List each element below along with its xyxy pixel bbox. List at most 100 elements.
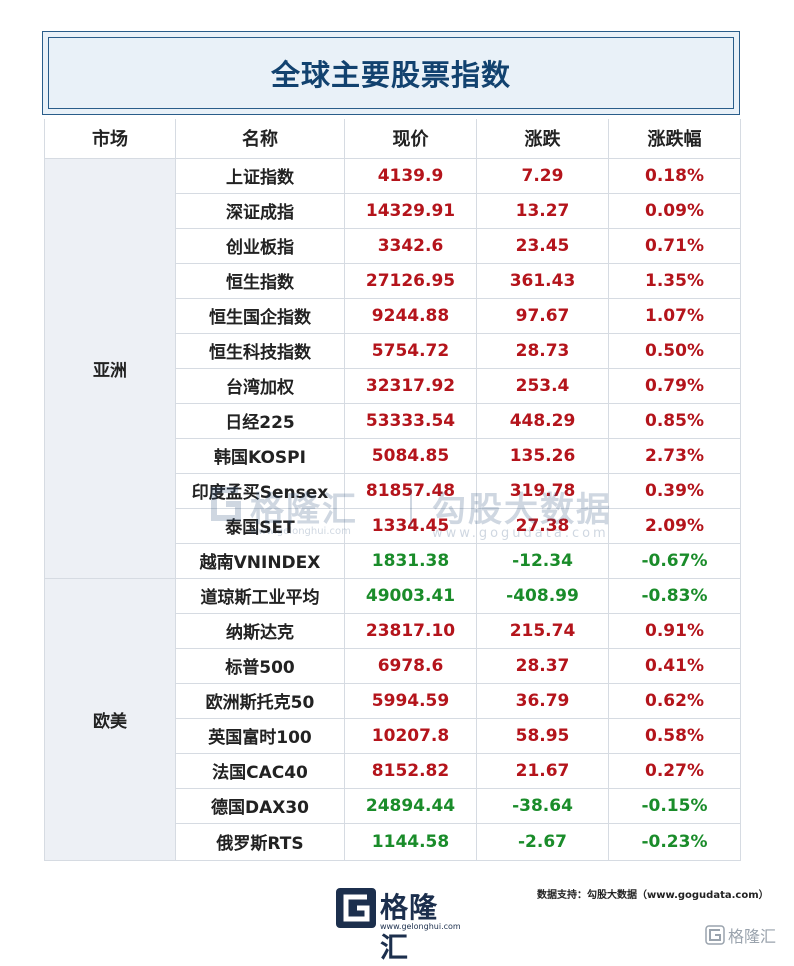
- price-cell: 32317.92: [344, 367, 477, 404]
- change-cell: 135.26: [476, 437, 609, 474]
- change-cell: -2.67: [476, 822, 609, 861]
- footer-brand: 格隆汇: [380, 891, 439, 964]
- change-cell: 58.95: [476, 717, 609, 754]
- change-cell: 28.37: [476, 647, 609, 684]
- change-pct-cell: 0.58%: [608, 717, 741, 754]
- price-cell: 5084.85: [344, 437, 477, 474]
- change-pct-cell: 0.91%: [608, 612, 741, 649]
- price-cell: 4139.9: [344, 157, 477, 194]
- footer-brand-url: www.gelonghui.com: [380, 922, 461, 931]
- price-cell: 3342.6: [344, 227, 477, 264]
- index-name-cell: 印度孟买Sensex: [175, 472, 345, 509]
- index-name-cell: 恒生科技指数: [175, 332, 345, 369]
- change-cell: 27.38: [476, 507, 609, 544]
- change-cell: 215.74: [476, 612, 609, 649]
- index-name-cell: 英国富时100: [175, 717, 345, 754]
- gelonghui-logo-icon: [336, 888, 376, 928]
- index-name-cell: 德国DAX30: [175, 787, 345, 824]
- change-cell: 319.78: [476, 472, 609, 509]
- change-cell: 23.45: [476, 227, 609, 264]
- table-row: 欧洲斯托克50 5994.59 36.79 0.62%: [45, 682, 741, 719]
- index-name-cell: 越南VNINDEX: [175, 542, 345, 579]
- table-row: 英国富时100 10207.8 58.95 0.58%: [45, 717, 741, 754]
- header-change: 涨跌: [476, 119, 609, 159]
- change-pct-cell: -0.23%: [608, 822, 741, 861]
- change-pct-cell: 0.50%: [608, 332, 741, 369]
- index-name-cell: 台湾加权: [175, 367, 345, 404]
- change-cell: 13.27: [476, 192, 609, 229]
- index-name-cell: 韩国KOSPI: [175, 437, 345, 474]
- change-cell: 21.67: [476, 752, 609, 789]
- change-pct-cell: 0.62%: [608, 682, 741, 719]
- index-name-cell: 道琼斯工业平均: [175, 577, 345, 614]
- price-cell: 81857.48: [344, 472, 477, 509]
- price-cell: 1334.45: [344, 507, 477, 544]
- footer-logo: 格隆汇 www.gelonghui.com: [336, 886, 466, 964]
- table-row: 恒生指数 27126.95 361.43 1.35%: [45, 262, 741, 299]
- change-cell: 253.4: [476, 367, 609, 404]
- change-pct-cell: 0.41%: [608, 647, 741, 684]
- index-name-cell: 日经225: [175, 402, 345, 439]
- change-cell: 36.79: [476, 682, 609, 719]
- table-row: 纳斯达克 23817.10 215.74 0.91%: [45, 612, 741, 649]
- table-header-row: 市场 名称 现价 涨跌 涨跌幅: [44, 119, 741, 159]
- title-frame: 全球主要股票指数: [48, 37, 734, 109]
- change-cell: -38.64: [476, 787, 609, 824]
- change-cell: 28.73: [476, 332, 609, 369]
- index-name-cell: 创业板指: [175, 227, 345, 264]
- header-market: 市场: [44, 119, 176, 159]
- change-cell: -408.99: [476, 577, 609, 614]
- change-cell: 97.67: [476, 297, 609, 334]
- change-cell: 448.29: [476, 402, 609, 439]
- index-table: 市场 名称 现价 涨跌 涨跌幅 亚洲 上证指数 4139.9 7.29 0.18% 深证成…: [44, 119, 741, 861]
- index-name-cell: 上证指数: [175, 157, 345, 194]
- corner-watermark-text: 格隆汇: [728, 927, 777, 946]
- index-name-cell: 法国CAC40: [175, 752, 345, 789]
- region-cell-asia: 亚洲: [44, 157, 176, 579]
- price-cell: 14329.91: [344, 192, 477, 229]
- table-row: 恒生科技指数 5754.72 28.73 0.50%: [45, 332, 741, 369]
- change-pct-cell: 0.18%: [608, 157, 741, 194]
- table-row: 俄罗斯RTS 1144.58 -2.67 -0.23%: [45, 822, 741, 861]
- change-cell: 7.29: [476, 157, 609, 194]
- price-cell: 9244.88: [344, 297, 477, 334]
- change-pct-cell: 0.85%: [608, 402, 741, 439]
- price-cell: 23817.10: [344, 612, 477, 649]
- change-cell: 361.43: [476, 262, 609, 299]
- price-cell: 49003.41: [344, 577, 477, 614]
- price-cell: 1144.58: [344, 822, 477, 861]
- header-name: 名称: [175, 119, 345, 159]
- index-name-cell: 深证成指: [175, 192, 345, 229]
- change-pct-cell: 0.39%: [608, 472, 741, 509]
- index-name-cell: 泰国SET: [175, 507, 345, 544]
- change-pct-cell: 2.09%: [608, 507, 741, 544]
- region-cell-euam: 欧美: [44, 577, 176, 861]
- gelonghui-corner-icon: [705, 925, 725, 945]
- change-pct-cell: 1.35%: [608, 262, 741, 299]
- change-cell: -12.34: [476, 542, 609, 579]
- price-cell: 27126.95: [344, 262, 477, 299]
- price-cell: 8152.82: [344, 752, 477, 789]
- index-name-cell: 标普500: [175, 647, 345, 684]
- change-pct-cell: -0.83%: [608, 577, 741, 614]
- change-pct-cell: 0.27%: [608, 752, 741, 789]
- table-row: 越南VNINDEX 1831.38 -12.34 -0.67%: [45, 542, 741, 579]
- change-pct-cell: -0.67%: [608, 542, 741, 579]
- index-name-cell: 俄罗斯RTS: [175, 822, 345, 861]
- price-cell: 1831.38: [344, 542, 477, 579]
- index-name-cell: 纳斯达克: [175, 612, 345, 649]
- change-pct-cell: 2.73%: [608, 437, 741, 474]
- change-pct-cell: 1.07%: [608, 297, 741, 334]
- table-row: 亚洲 上证指数 4139.9 7.29 0.18%: [44, 157, 741, 579]
- price-cell: 5994.59: [344, 682, 477, 719]
- index-name-cell: 恒生指数: [175, 262, 345, 299]
- index-name-cell: 欧洲斯托克50: [175, 682, 345, 719]
- change-pct-cell: 0.79%: [608, 367, 741, 404]
- index-name-cell: 恒生国企指数: [175, 297, 345, 334]
- data-source-note: 数据支持：勾股大数据（www.gogudata.com）: [537, 890, 769, 901]
- table-row: 创业板指 3342.6 23.45 0.71%: [45, 227, 741, 264]
- table-row: 标普500 6978.6 28.37 0.41%: [45, 647, 741, 684]
- table-row: 韩国KOSPI 5084.85 135.26 2.73%: [45, 437, 741, 474]
- change-pct-cell: 0.71%: [608, 227, 741, 264]
- table-row: 法国CAC40 8152.82 21.67 0.27%: [45, 752, 741, 789]
